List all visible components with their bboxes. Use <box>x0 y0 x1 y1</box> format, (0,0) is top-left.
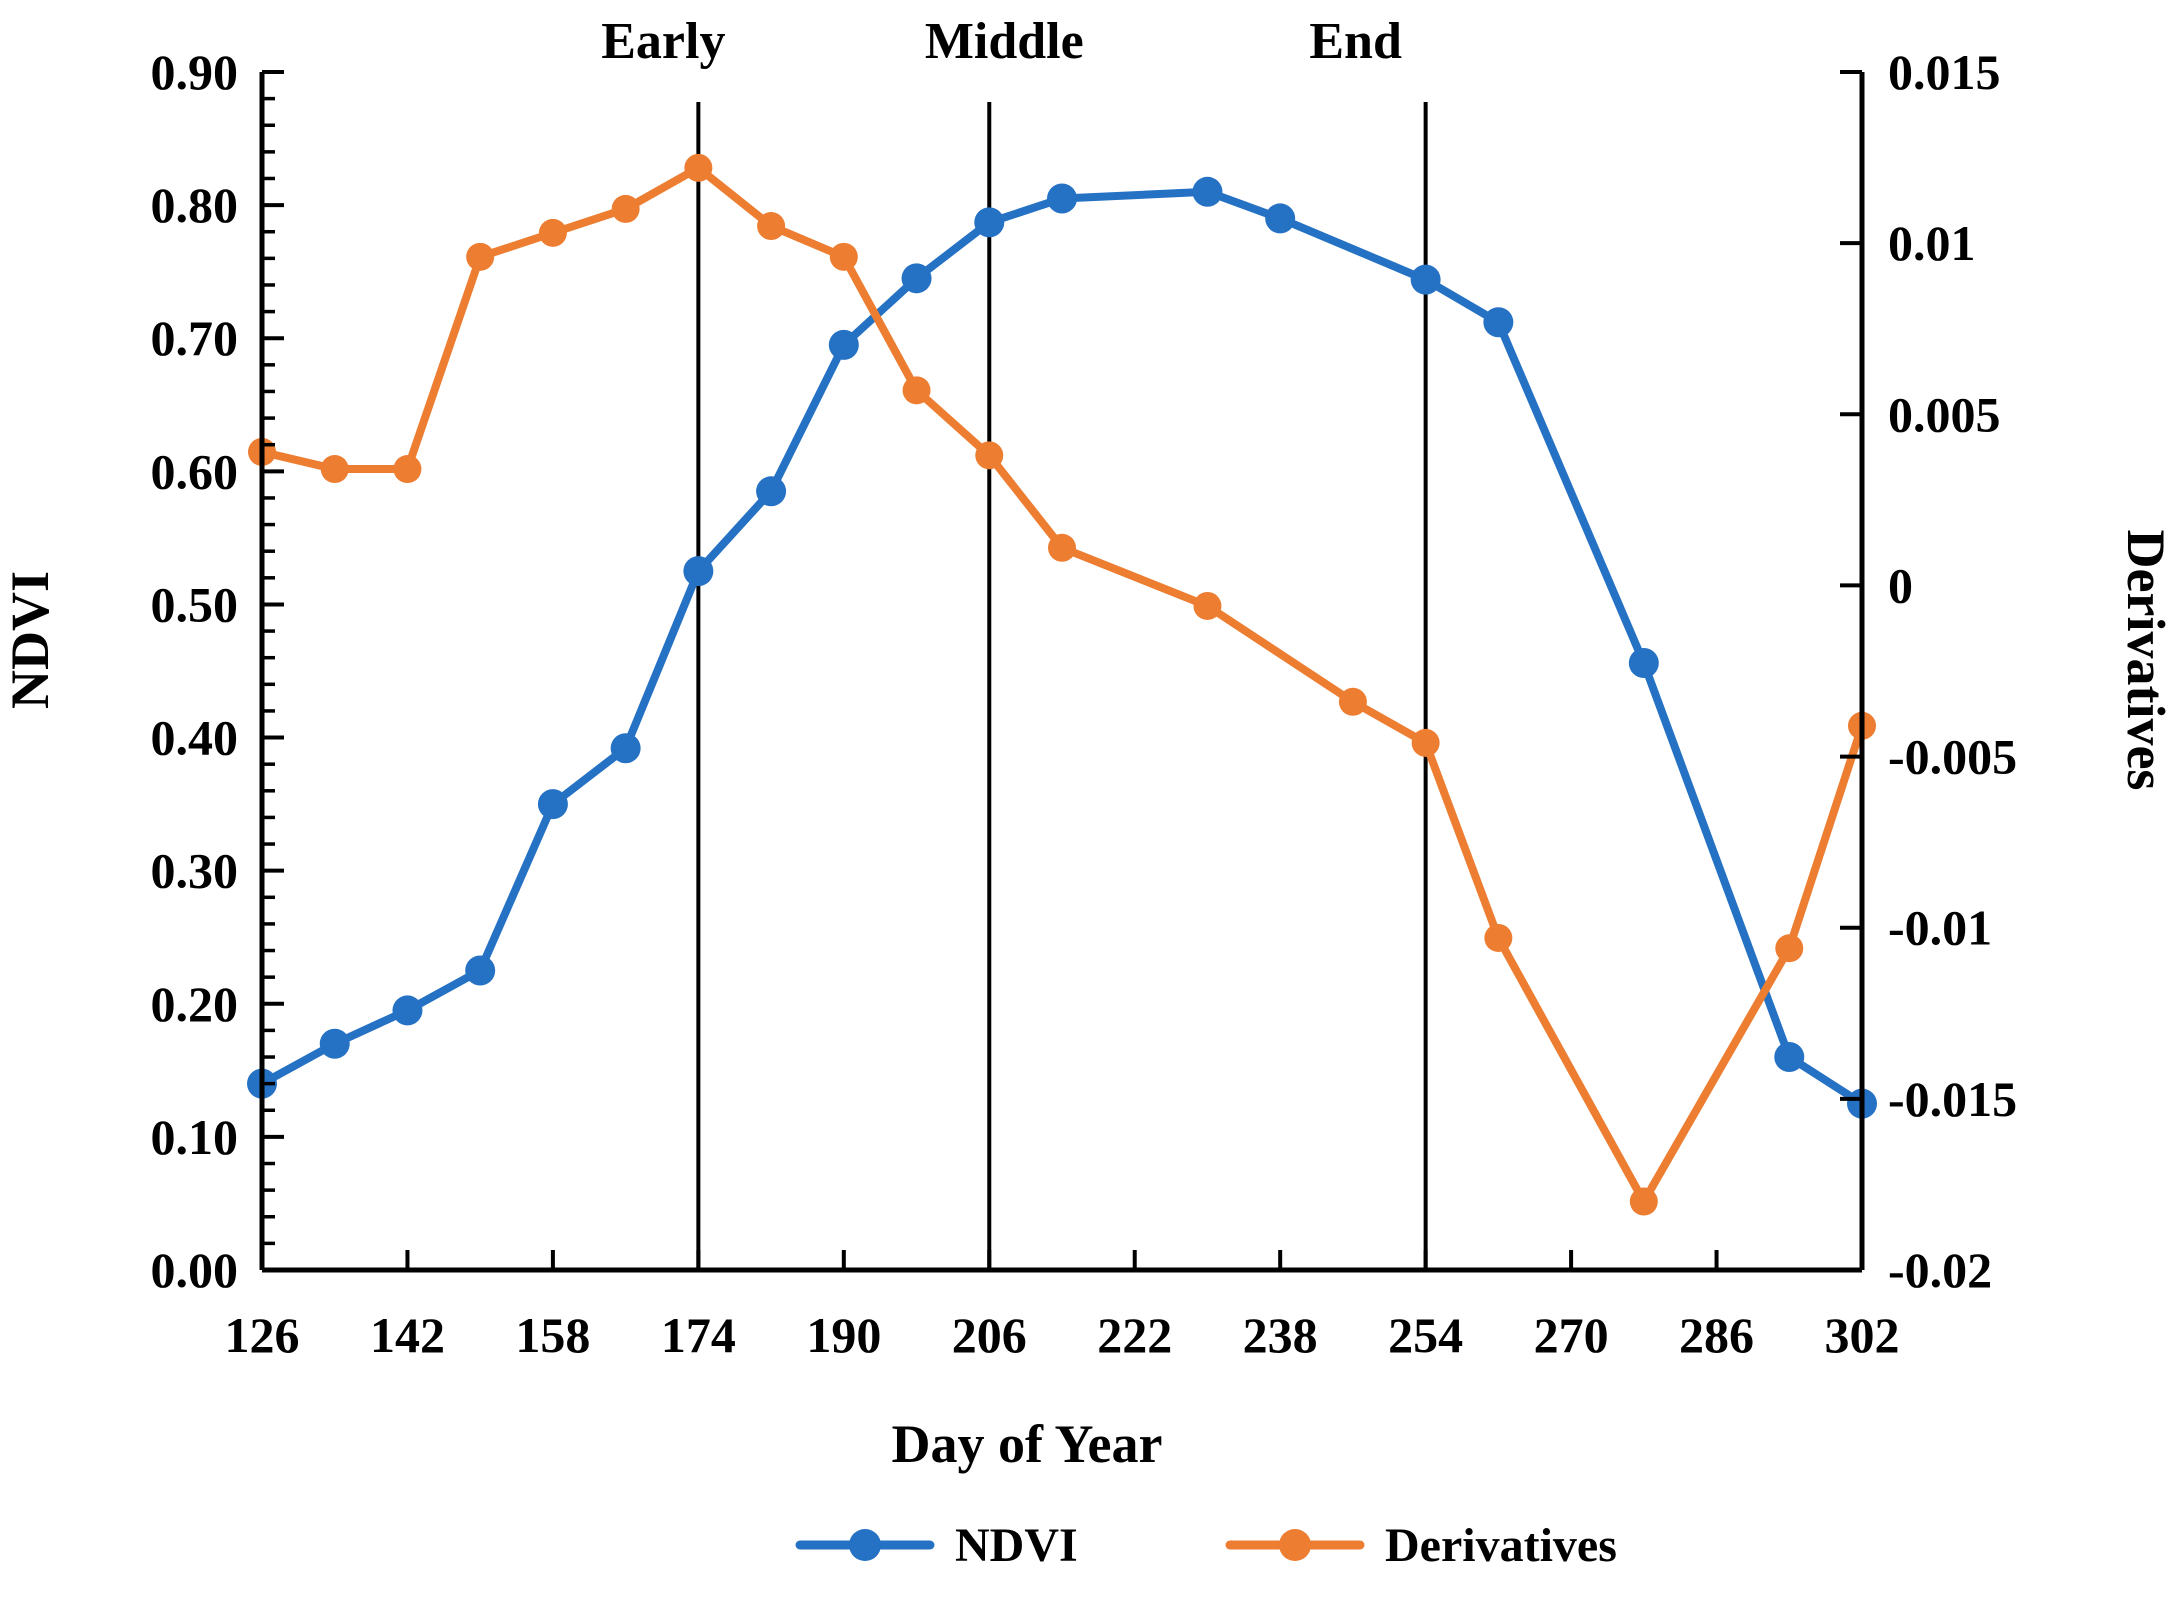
derivatives-series-point <box>611 194 640 223</box>
ndvi-series-point <box>756 476 787 507</box>
derivatives-series-point <box>757 212 786 241</box>
derivatives-series-point <box>1484 923 1513 952</box>
right-tick-label: -0.005 <box>1888 729 2017 785</box>
ndvi-series-point <box>974 207 1005 238</box>
left-tick-label: 0.20 <box>151 976 239 1032</box>
left-tick-label: 0.60 <box>151 443 239 499</box>
ndvi-series-point <box>319 1028 350 1059</box>
right-tick-label: 0 <box>1888 557 1913 613</box>
left-tick-label: 0.70 <box>151 310 239 366</box>
x-tick-label: 206 <box>952 1307 1027 1363</box>
x-tick-label: 174 <box>661 1307 736 1363</box>
phase-label-early: Early <box>601 13 725 70</box>
x-tick-label: 158 <box>515 1307 590 1363</box>
phase-label-middle: Middle <box>925 13 1084 70</box>
right-tick-label: 0.005 <box>1888 386 2001 442</box>
ndvi-series-point <box>683 556 714 587</box>
derivatives-series-point <box>1775 934 1804 963</box>
derivatives-series-point <box>1048 533 1076 562</box>
ndvi-series-point <box>1628 648 1659 679</box>
ndvi-series-point <box>828 329 859 360</box>
ndvi-series-point <box>1410 264 1441 295</box>
derivatives-series-point <box>320 455 349 484</box>
x-tick-label: 126 <box>225 1307 300 1363</box>
derivatives-series-point <box>975 441 1004 470</box>
derivatives-series-point <box>1338 687 1367 716</box>
ndvi-series-point <box>610 733 641 764</box>
derivatives-series-point <box>1411 728 1440 757</box>
phase-label-end: End <box>1309 13 1402 70</box>
right-tick-label: -0.02 <box>1888 1242 1992 1298</box>
ndvi-series-point <box>1483 307 1514 338</box>
derivatives-series-point <box>1193 591 1222 620</box>
legend-marker-point-ndvi <box>849 1529 881 1561</box>
left-tick-label: 0.50 <box>151 576 239 632</box>
left-tick-label: 0.40 <box>151 710 239 766</box>
right-axis-title: Derivatives <box>2116 530 2175 791</box>
derivatives-series-point <box>829 242 858 271</box>
left-tick-label: 0.30 <box>151 843 239 899</box>
ndvi-series-point <box>465 955 496 986</box>
legend-marker-point-derivatives <box>1279 1529 1311 1561</box>
x-tick-label: 190 <box>806 1307 881 1363</box>
ndvi-series-point <box>1047 183 1077 214</box>
ndvi-series-point <box>901 263 932 294</box>
left-tick-label: 0.00 <box>151 1242 239 1298</box>
x-tick-label: 302 <box>1825 1307 1900 1363</box>
ndvi-series-point <box>392 995 423 1026</box>
left-axis-title: NDVI <box>0 571 60 709</box>
x-tick-label: 286 <box>1679 1307 1754 1363</box>
right-tick-label: -0.01 <box>1888 900 1992 956</box>
legend-label-ndvi: NDVI <box>955 1519 1078 1572</box>
derivatives-series-point <box>393 455 422 484</box>
legend-label-derivatives: Derivatives <box>1385 1519 1617 1572</box>
left-tick-label: 0.90 <box>151 44 239 100</box>
x-tick-label: 238 <box>1243 1307 1318 1363</box>
derivatives-series-point <box>538 218 567 247</box>
ndvi-series-point <box>537 789 568 820</box>
derivatives-series-point <box>466 242 495 271</box>
x-tick-label: 254 <box>1388 1307 1463 1363</box>
derivatives-series-point <box>684 153 713 182</box>
left-tick-label: 0.10 <box>151 1109 239 1165</box>
ndvi-series-point <box>1265 203 1296 234</box>
x-tick-label: 142 <box>370 1307 445 1363</box>
left-tick-label: 0.80 <box>151 177 239 233</box>
ndvi-series-point <box>1192 176 1223 207</box>
derivatives-series-point <box>902 376 931 405</box>
right-tick-label: 0.015 <box>1888 44 2001 100</box>
right-tick-label: 0.01 <box>1888 215 1976 271</box>
x-tick-label: 270 <box>1534 1307 1609 1363</box>
x-tick-label: 222 <box>1097 1307 1172 1363</box>
ndvi-series-point <box>1774 1042 1805 1073</box>
derivatives-series-point <box>1629 1187 1658 1216</box>
right-tick-label: -0.015 <box>1888 1071 2017 1127</box>
x-axis-title: Day of Year <box>892 1414 1163 1474</box>
